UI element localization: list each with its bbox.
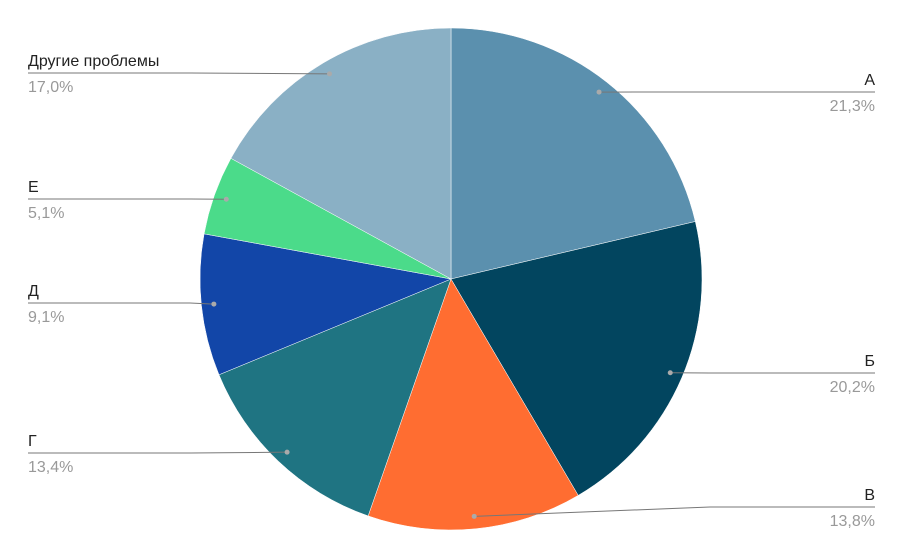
- slice-label: В: [864, 487, 875, 504]
- slice-label: Б: [865, 353, 876, 370]
- slice-value-label: 13,8%: [830, 513, 875, 530]
- slice-label: Д: [28, 283, 39, 300]
- slice-label: Другие проблемы: [28, 53, 159, 70]
- leader-dot: [211, 301, 217, 307]
- leader-line: [474, 506, 875, 517]
- slice-label: Г: [28, 433, 37, 450]
- pie-slice: [230, 27, 452, 280]
- pie-slice: [199, 233, 452, 376]
- slice-value-label: 9,1%: [28, 309, 64, 326]
- slice-value-label: 20,2%: [830, 379, 875, 396]
- leader-dot: [223, 196, 229, 202]
- slice-value-label: 17,0%: [28, 79, 73, 96]
- leader-dot: [471, 513, 477, 519]
- pie-slice: [450, 27, 696, 280]
- pie-slice: [450, 221, 703, 496]
- leader-dot: [284, 449, 290, 455]
- leader-dot: [596, 89, 602, 95]
- leader-dot: [327, 71, 333, 77]
- slice-value-label: 5,1%: [28, 205, 64, 222]
- slice-value-label: 13,4%: [28, 459, 73, 476]
- slice-label: Е: [28, 179, 39, 196]
- leader-line: [28, 302, 214, 305]
- leader-line: [28, 72, 330, 75]
- slice-value-label: 21,3%: [830, 98, 875, 115]
- pie-slice: [218, 278, 452, 517]
- pie-slice: [367, 278, 579, 531]
- leader-dot: [667, 370, 673, 376]
- leader-line: [28, 451, 288, 454]
- slice-label: А: [864, 72, 875, 89]
